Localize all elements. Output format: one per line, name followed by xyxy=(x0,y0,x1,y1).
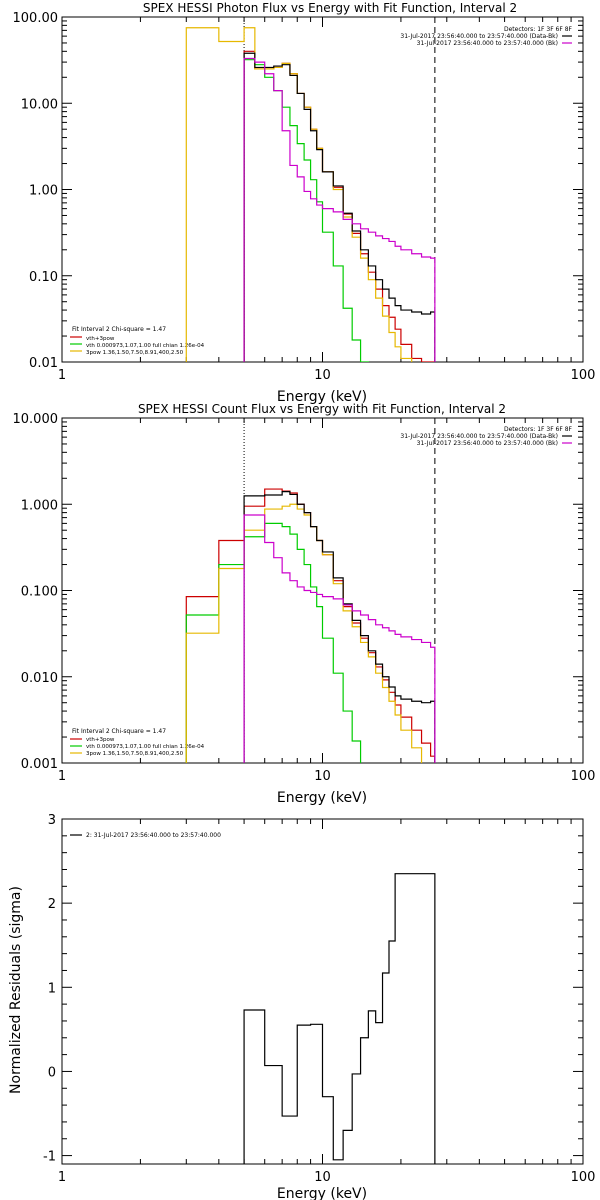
y-tick-label: 0.010 xyxy=(21,671,58,686)
photon-flux-info-bk: 31-Jul-2017 23:56:40.000 to 23:57:40.000… xyxy=(417,40,558,47)
y-tick-label: 1.00 xyxy=(29,184,58,199)
photon-flux-info-detectors: Detectors: 1F 3F 6F 8F xyxy=(504,26,573,33)
plot-frame xyxy=(61,818,584,1165)
count-flux-info-bk: 31-Jul-2017 23:56:40.000 to 23:57:40.000… xyxy=(417,440,558,447)
photon-flux-legend-title: Fit Interval 2 Chi-square = 1.47 xyxy=(72,326,166,333)
series-line-0 xyxy=(243,50,436,362)
y-tick-label: 2 xyxy=(48,897,56,912)
x-tick-label: 100 xyxy=(571,368,596,383)
x-tick-label: 100 xyxy=(571,1170,596,1185)
residuals-legend-label: 2: 31-Jul-2017 23:56:40.000 to 23:57:40.… xyxy=(86,832,221,839)
count-flux-title: SPEX HESSI Count Flux vs Energy with Fit… xyxy=(138,402,506,416)
x-tick-label: 10 xyxy=(314,368,331,383)
y-tick-label: 10.00 xyxy=(21,97,58,112)
x-tick-label: 100 xyxy=(571,769,596,784)
photon-flux-panel: SPEX HESSI Photon Flux vs Energy with Fi… xyxy=(13,1,596,405)
plot-frame xyxy=(61,16,584,363)
x-tick-label: 1 xyxy=(58,1170,66,1185)
y-tick-label: 0.100 xyxy=(21,585,58,600)
count-flux-legend-title: Fit Interval 2 Chi-square = 1.47 xyxy=(72,728,166,735)
y-tick-label: 0.001 xyxy=(21,757,58,772)
residuals-panel: Energy (keV) Normalized Residuals (sigma… xyxy=(8,813,595,1200)
y-tick-label: 3 xyxy=(48,813,56,828)
y-tick-label: 0.01 xyxy=(29,356,58,371)
count-flux-legend-label-0: vth+3pow xyxy=(86,737,115,743)
residuals-ylabel: Normalized Residuals (sigma) xyxy=(8,886,24,1094)
series-line-4 xyxy=(243,514,436,763)
photon-flux-xlabel: Energy (keV) xyxy=(277,389,367,405)
count-flux-xlabel: Energy (keV) xyxy=(277,790,367,806)
x-tick-label: 10 xyxy=(314,769,331,784)
y-tick-label: 1.000 xyxy=(21,498,58,513)
series-line-0 xyxy=(243,873,436,1164)
x-tick-label: 10 xyxy=(314,1170,331,1185)
photon-flux-legend-label-2: 3pow 1.36,1.50,7.50,8.91,400,2.50 xyxy=(86,350,184,356)
y-tick-label: 10.000 xyxy=(13,412,59,427)
series-line-4 xyxy=(243,57,436,362)
count-flux-info-detectors: Detectors: 1F 3F 6F 8F xyxy=(504,426,573,433)
photon-flux-info-databk: 31-Jul-2017 23:56:40.000 to 23:57:40.000… xyxy=(400,33,558,40)
y-tick-label: 0.10 xyxy=(29,270,58,285)
count-flux-info-databk: 31-Jul-2017 23:56:40.000 to 23:57:40.000… xyxy=(400,433,558,440)
series-line-1 xyxy=(185,522,362,763)
series-line-3 xyxy=(243,52,436,362)
photon-flux-legend-label-0: vth+3pow xyxy=(86,336,115,342)
count-flux-legend-label-2: 3pow 1.36,1.50,7.50,8.91,400,2.50 xyxy=(86,751,184,757)
series-line-2 xyxy=(185,503,423,763)
series-line-2 xyxy=(185,27,413,362)
photon-flux-title: SPEX HESSI Photon Flux vs Energy with Fi… xyxy=(143,1,517,15)
x-tick-label: 1 xyxy=(58,368,66,383)
x-tick-label: 1 xyxy=(58,769,66,784)
residuals-xlabel: Energy (keV) xyxy=(277,1186,367,1200)
y-tick-label: 100.00 xyxy=(13,11,59,26)
series-line-3 xyxy=(243,491,436,763)
series-line-1 xyxy=(243,59,369,362)
series-line-0 xyxy=(185,488,436,763)
photon-flux-legend-label-1: vth 0.000973,1.07,1.00 full chian 1.26e-… xyxy=(86,343,205,349)
plot-frame xyxy=(61,417,584,764)
count-flux-legend-label-1: vth 0.000973,1.07,1.00 full chian 1.26e-… xyxy=(86,744,205,750)
count-flux-panel: SPEX HESSI Count Flux vs Energy with Fit… xyxy=(13,402,596,806)
y-tick-label: 0 xyxy=(48,1065,56,1080)
y-tick-label: -1 xyxy=(43,1150,56,1165)
y-tick-label: 1 xyxy=(48,981,56,996)
